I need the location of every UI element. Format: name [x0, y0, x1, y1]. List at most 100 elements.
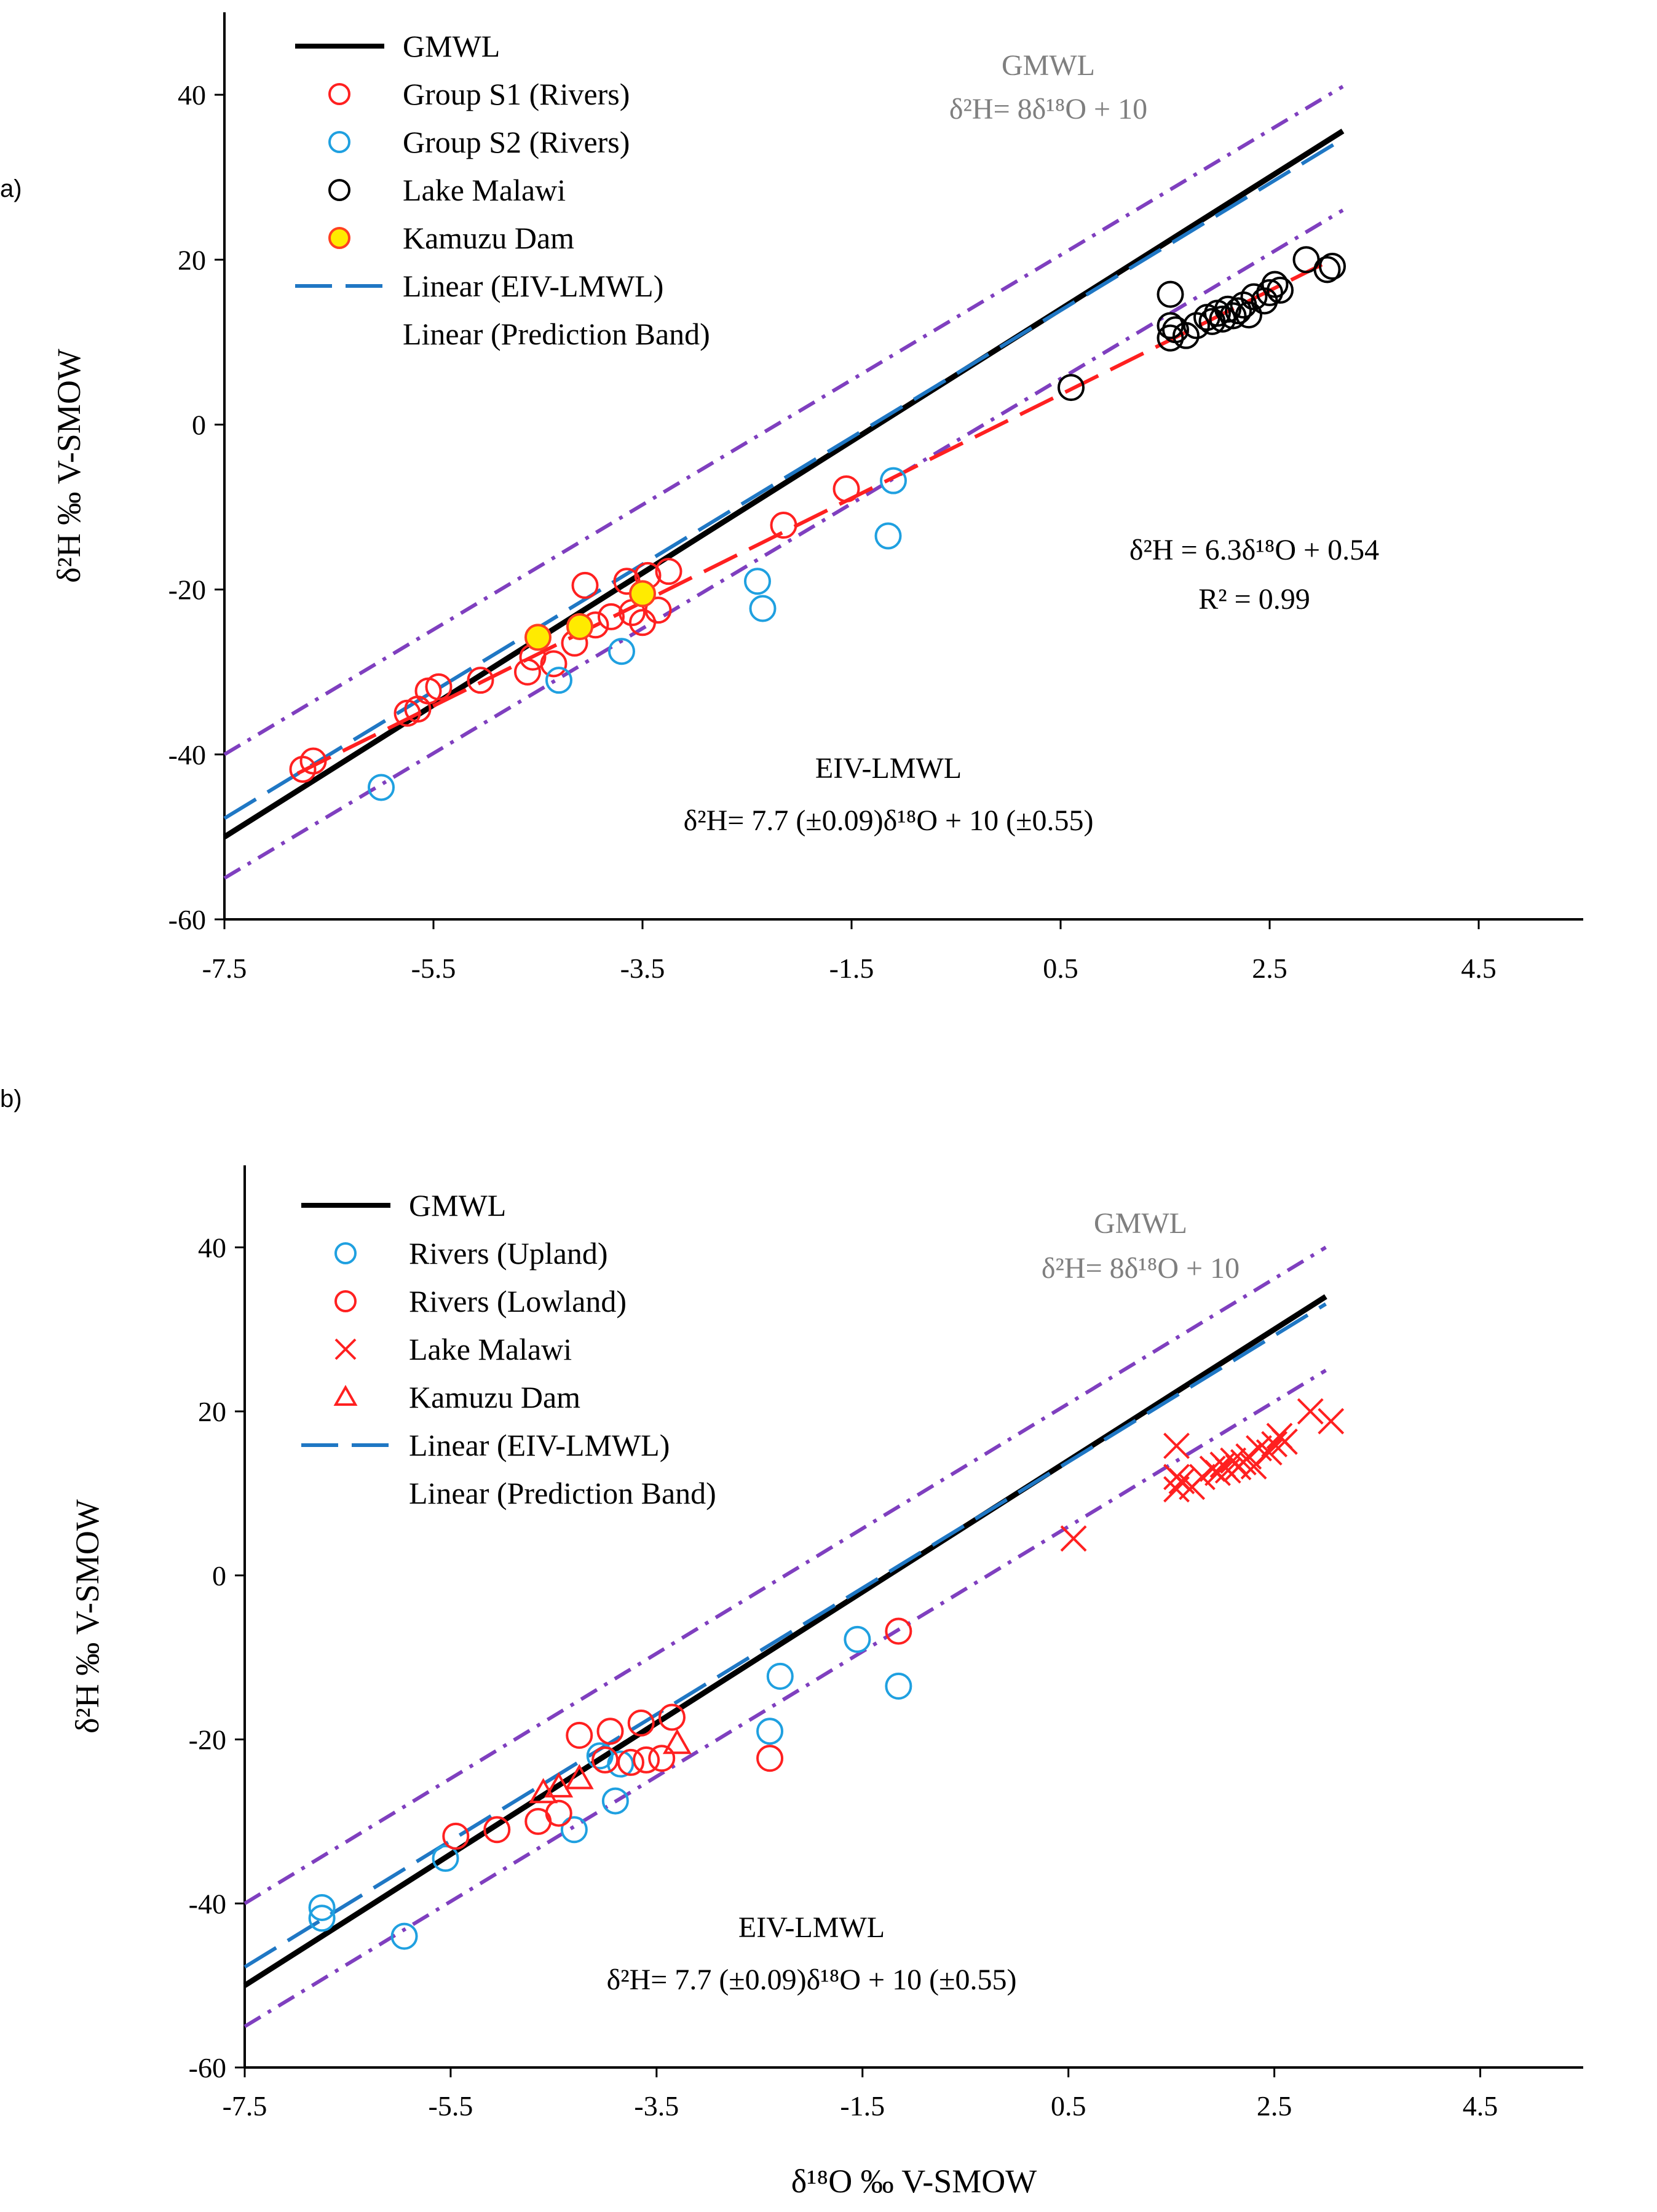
data-point: [598, 603, 625, 630]
panel-a-axes: -60 -40 -20 0 20 40 -7.5 -5.5 -3.5 -1.5 0.5 2.5 4.5 δ…: [50, 12, 1583, 984]
series-line: [223, 85, 1344, 756]
x-tick-label: 0.5: [1051, 2090, 1086, 2122]
data-point: [874, 522, 902, 550]
series-line: [243, 1302, 1327, 1969]
legend-label: Lake Malawi: [403, 173, 566, 207]
data-point: [368, 774, 395, 801]
legend-label: Linear (Prediction Band): [409, 1476, 716, 1510]
legend-marker-swatch: [328, 83, 350, 105]
data-point: [844, 1625, 871, 1653]
panel-b-label: b): [0, 1085, 22, 1112]
data-point: [596, 1718, 624, 1745]
x-tick-label: 4.5: [1461, 953, 1497, 984]
data-point: [442, 1822, 470, 1850]
panel-a-eiv-equation: δ²H= 7.7 (±0.09)δ¹⁸O + 10 (±0.55): [684, 804, 1094, 837]
data-point: [1246, 1435, 1272, 1462]
y-tick-label: 20: [178, 244, 206, 276]
data-point: [766, 1662, 794, 1690]
legend-label: Linear (EIV-LMWL): [409, 1428, 670, 1462]
legend-label: GMWL: [409, 1188, 506, 1223]
x-tick-label: 2.5: [1257, 2090, 1292, 2122]
x-tick-label: -7.5: [223, 2090, 267, 2122]
panel-b-axes: -60 -40 -20 0 20 40 -7.5 -5.5 -3.5 -1.5 0.5 2.5 4.5 δ…: [69, 1165, 1583, 2200]
data-point: [545, 1799, 572, 1827]
panel-a-legend: GMWL Group S1 (Rivers) Group S2 (Rivers) La…: [295, 29, 710, 351]
x-tick-label: -1.5: [829, 953, 874, 984]
x-tick-label: -1.5: [840, 2090, 885, 2122]
data-point: [648, 1745, 676, 1772]
panel-b: b) -60 -40 -20 0 20 40 -7.5 -5.5 -3.5 -1.5 0.5 2.5 4…: [0, 1085, 1583, 2200]
panel-b-eiv-title: EIV-LMWL: [738, 1911, 885, 1944]
data-point: [1157, 324, 1184, 352]
data-point: [756, 1745, 784, 1772]
legend-item: GMWL: [295, 29, 500, 63]
series-line: [243, 1368, 1327, 2028]
data-point: [756, 1718, 784, 1745]
legend-label: Rivers (Lowland): [409, 1284, 627, 1318]
y-axis-title: δ²H ‰ V-SMOW: [50, 349, 87, 583]
data-point: [432, 1844, 459, 1872]
panel-a-regression-r2: R² = 0.99: [1198, 583, 1310, 616]
legend-label: Group S1 (Rivers): [403, 77, 630, 111]
legend-marker-swatch: [328, 227, 350, 249]
legend-item: Linear (EIV-LMWL): [301, 1428, 670, 1462]
data-point: [1173, 322, 1200, 349]
data-point: [617, 1748, 644, 1776]
data-point: [832, 475, 860, 503]
legend-item: Linear (EIV-LMWL): [295, 269, 663, 303]
data-point: [1256, 1439, 1283, 1466]
panel-b-legend: GMWL Rivers (Upland) Rivers (Lowland) Lake …: [301, 1188, 716, 1510]
legend-marker-swatch: [328, 131, 350, 153]
data-point: [1256, 279, 1283, 306]
legend-item: GMWL: [301, 1188, 506, 1223]
x-tick-label: -7.5: [202, 953, 247, 984]
series-line: [223, 129, 1345, 839]
y-tick-label: -60: [168, 904, 206, 935]
legend-label: Kamuzu Dam: [403, 221, 574, 255]
panel-a-regression-equation: δ²H = 6.3δ¹⁸O + 0.54: [1129, 534, 1379, 566]
panel-a: a) -60 -40 -20 0 20 40 -7.5 -5.5 -3.5 -1.5 0.5 2.5 4…: [0, 12, 1583, 984]
legend-item: Group S2 (Rivers): [328, 125, 630, 159]
y-tick-label: -40: [168, 739, 206, 771]
data-point: [560, 1816, 588, 1844]
y-tick-label: 40: [198, 1232, 226, 1263]
data-point: [483, 1816, 511, 1844]
panel-a-lines: [223, 85, 1345, 880]
legend-label: Kamuzu Dam: [409, 1380, 580, 1414]
data-point: [633, 1746, 660, 1774]
data-point: [1163, 1432, 1190, 1459]
data-point: [591, 1746, 619, 1774]
data-point: [571, 571, 599, 599]
panel-a-label: a): [0, 175, 22, 202]
legend-item: Rivers (Lowland): [334, 1284, 627, 1318]
series-line: [296, 263, 1323, 775]
data-point: [564, 1764, 594, 1790]
data-point: [308, 1893, 336, 1921]
data-point: [1058, 374, 1085, 402]
data-point: [885, 1672, 912, 1700]
data-point: [1319, 253, 1346, 280]
x-axis-title: δ¹⁸O ‰ V-SMOW: [791, 2163, 1037, 2200]
legend-item: Rivers (Upland): [334, 1236, 608, 1271]
data-point: [1157, 280, 1184, 308]
data-point: [770, 512, 797, 539]
data-point: [1313, 256, 1341, 283]
panel-a-gmwl-title: GMWL: [1002, 49, 1095, 82]
x-tick-label: -5.5: [411, 953, 456, 984]
data-point: [658, 1703, 686, 1731]
series-line: [223, 137, 1344, 820]
legend-label: Rivers (Upland): [409, 1236, 608, 1271]
x-tick-label: 2.5: [1252, 953, 1287, 984]
legend-marker-swatch: [334, 1290, 357, 1312]
data-point: [566, 1721, 593, 1749]
data-point: [299, 747, 327, 775]
legend-item: Lake Malawi: [334, 1332, 572, 1366]
legend-item: Group S1 (Rivers): [328, 77, 630, 111]
data-point: [1318, 1408, 1345, 1435]
legend-marker-swatch: [334, 1242, 357, 1264]
y-tick-label: -20: [189, 1724, 226, 1756]
data-point: [629, 609, 656, 636]
panel-b-gmwl-equation: δ²H= 8δ¹⁸O + 10: [1042, 1252, 1240, 1285]
data-point: [1271, 1429, 1298, 1455]
